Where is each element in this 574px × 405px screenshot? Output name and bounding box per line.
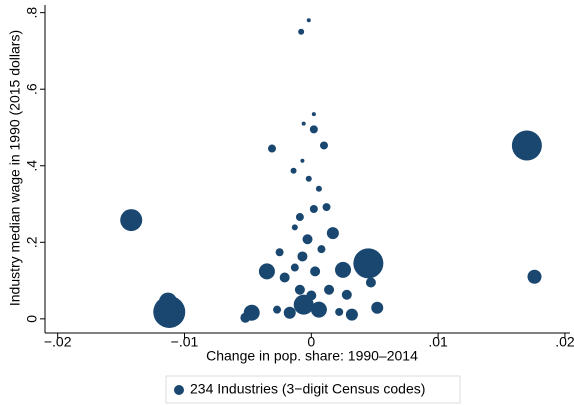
point [345, 308, 358, 321]
point [309, 125, 318, 134]
point [527, 269, 542, 284]
point [310, 301, 327, 318]
y-tick-label: .2 [24, 236, 40, 248]
point [335, 307, 344, 316]
point [258, 263, 275, 280]
x-tick-label: .02 [555, 334, 574, 350]
point [310, 266, 321, 277]
point [311, 112, 316, 117]
y-axis-label: Industry median wage in 1990 (2015 dolla… [7, 30, 23, 306]
point [297, 251, 308, 262]
point [302, 234, 313, 245]
point [267, 144, 276, 153]
point [315, 185, 322, 192]
x-tick-label: −.01 [171, 334, 199, 350]
point [294, 284, 305, 295]
point [322, 203, 331, 212]
point [326, 227, 339, 240]
point [306, 18, 311, 23]
point [240, 312, 251, 323]
y-tick-label: .4 [24, 160, 40, 172]
x-tick-label: .01 [428, 334, 448, 350]
point [298, 28, 305, 35]
y-tick-label: 0 [24, 315, 40, 323]
point [279, 272, 290, 283]
point [309, 204, 318, 213]
point [319, 141, 328, 150]
point [353, 248, 384, 279]
point [341, 289, 352, 300]
point [365, 277, 376, 288]
y-tick-label: .8 [24, 7, 40, 19]
point [291, 224, 298, 231]
legend-marker [174, 385, 184, 395]
x-tick-label: 0 [307, 334, 315, 350]
point [120, 209, 143, 232]
point [511, 130, 542, 161]
legend-label: 234 Industries (3−digit Census codes) [190, 381, 425, 397]
point [275, 248, 284, 257]
x-axis-label: Change in pop. share: 1990–2014 [206, 348, 418, 364]
point [283, 306, 296, 319]
point [324, 284, 335, 295]
point [301, 121, 306, 126]
point [290, 263, 299, 272]
point [335, 261, 352, 278]
y-tick-label: .6 [24, 83, 40, 95]
legend-box [165, 375, 461, 404]
point [371, 301, 384, 314]
x-tick-label: −.02 [44, 334, 72, 350]
point [317, 245, 326, 254]
point [295, 213, 304, 222]
point [159, 292, 178, 311]
point [300, 158, 305, 163]
point [306, 290, 317, 301]
point [290, 167, 297, 174]
point [273, 305, 282, 314]
point [305, 175, 312, 182]
